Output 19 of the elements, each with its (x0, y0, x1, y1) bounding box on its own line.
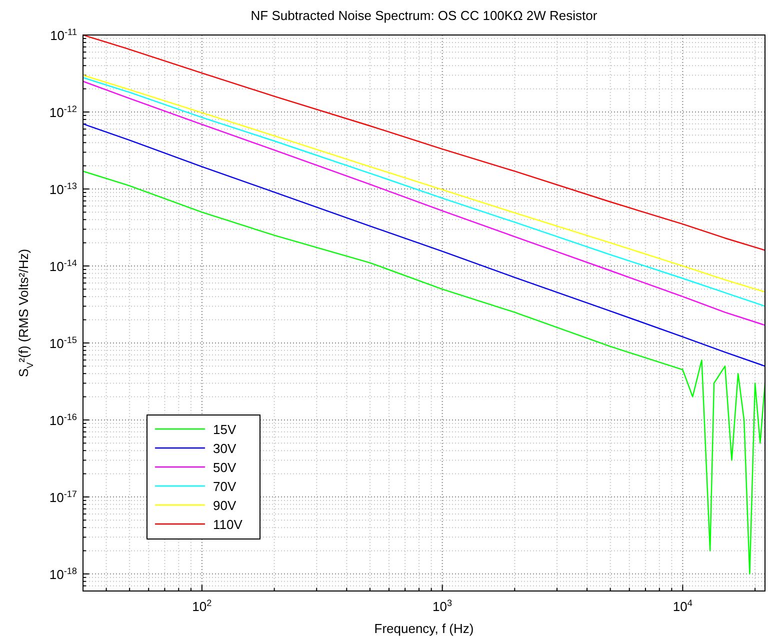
x-tick-label: 10$^{3}$ (432, 598, 452, 614)
chart-title: NF Subtracted Noise Spectrum: OS CC 100KΩ 2W Resistor (250, 8, 598, 23)
legend-label: 110V (213, 517, 243, 532)
y-tick-label: 10$^{-11}$ (50, 27, 77, 43)
x-tick-label: 10$^{4}$ (672, 598, 692, 614)
legend-label: 30V (213, 441, 236, 456)
legend-label: 90V (213, 498, 236, 513)
y-tick-label: 10$^{-16}$ (49, 412, 77, 428)
y-tick-label: 10$^{-17}$ (49, 488, 77, 505)
legend-label: 70V (213, 479, 236, 494)
y-tick-label: 10$^{-15}$ (49, 334, 77, 351)
y-tick-label: 10$^{-18}$ (49, 566, 77, 582)
y-tick-label: 10$^{-12}$ (49, 104, 77, 120)
x-axis-title: Frequency, f (Hz) (374, 621, 474, 636)
y-tick-label: 10$^{-14}$ (49, 258, 77, 274)
y-tick-label: 10$^{-13}$ (49, 180, 77, 197)
legend-label: 15V (213, 422, 236, 437)
x-tick-label: 10$^{2}$ (192, 598, 212, 614)
legend-label: 50V (213, 460, 236, 475)
